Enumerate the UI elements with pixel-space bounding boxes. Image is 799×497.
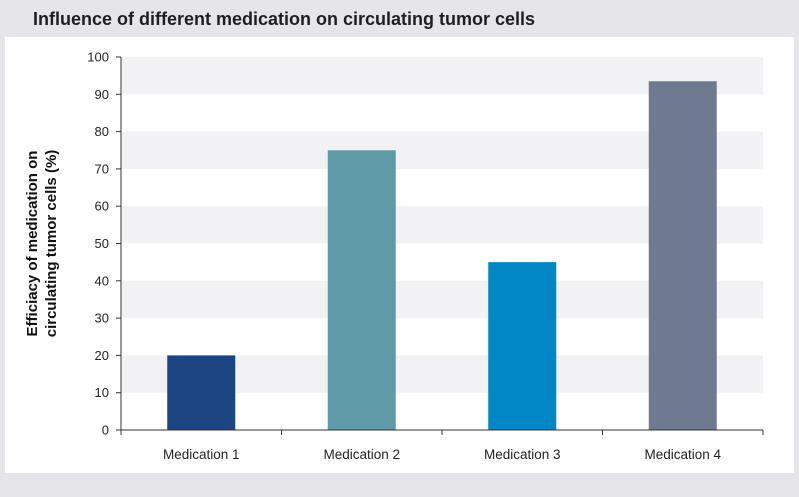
y-tick-label: 20 (95, 348, 109, 363)
y-tick-label: 70 (95, 161, 109, 176)
y-tick-label: 30 (95, 311, 109, 326)
bar-4 (648, 81, 717, 430)
x-tick-label: Medication 3 (484, 447, 561, 462)
x-tick-label: Medication 1 (163, 447, 240, 462)
y-tick-label: 40 (95, 273, 109, 288)
y-tick-label: 60 (95, 199, 109, 214)
y-tick-label: 100 (87, 50, 109, 65)
chart-panel: 0 10 20 30 40 50 60 70 80 90 100 Medication 1 Medic… (5, 37, 794, 473)
bars-group (167, 81, 717, 430)
bar-1 (167, 355, 236, 430)
bar-2 (327, 150, 396, 430)
y-axis-label-line: circulating tumor cells (%) (43, 150, 60, 338)
y-tick-label: 90 (95, 87, 109, 102)
x-ticks-group: Medication 1 Medication 2 Medication 3 Medi… (120, 430, 764, 462)
y-tick-label: 50 (95, 236, 109, 251)
x-tick-label: Medication 2 (323, 447, 400, 462)
y-tick-label: 80 (95, 124, 109, 139)
y-axis-label-line: Efficiacy of medication on (24, 151, 41, 337)
y-axis-label: Efficiacy of medication on circulating tu… (24, 150, 60, 338)
x-tick-label: Medication 4 (644, 447, 721, 462)
y-ticks-group: 0 10 20 30 40 50 60 70 80 90 100 (87, 50, 121, 438)
y-tick-label: 10 (95, 385, 109, 400)
bar-3 (488, 262, 557, 430)
chart-title: Influence of different medication on cir… (33, 9, 536, 29)
y-tick-label: 0 (102, 423, 109, 438)
